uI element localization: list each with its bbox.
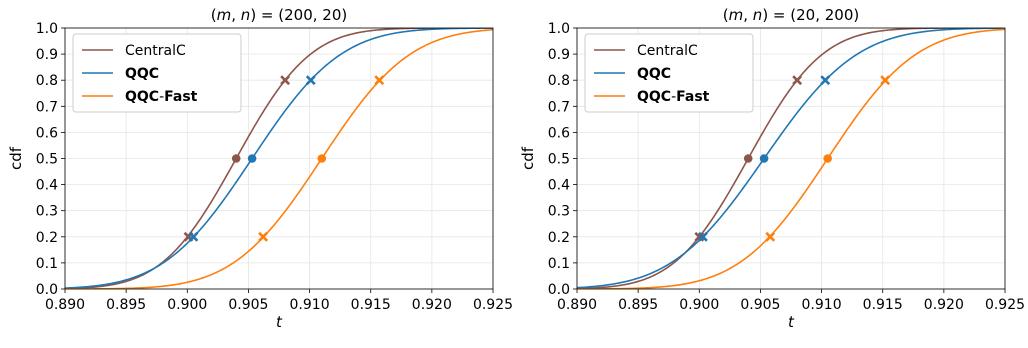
y-tick-label: 0.7 xyxy=(548,99,570,115)
y-tick-label: 0.9 xyxy=(548,47,570,63)
x-tick-label: 0.920 xyxy=(412,297,452,313)
legend-label-qqc-fast: QQC-Fast xyxy=(125,89,198,105)
quantile-marker xyxy=(792,75,803,86)
chart-panel-1: 0.890 0.895 0.900 0.905 0.910 0.915 0.920 0.925… xyxy=(7,6,513,331)
series-line-qqc-fast xyxy=(65,28,493,289)
y-tick-label: 1.0 xyxy=(36,21,58,37)
quantile-marker xyxy=(305,75,316,86)
median-marker xyxy=(759,154,769,163)
series-line-qqc-fast xyxy=(577,28,1005,289)
x-tick-label: 0.900 xyxy=(679,297,719,313)
plot-frame xyxy=(64,27,494,290)
legend-box xyxy=(584,33,754,113)
legend-box xyxy=(72,33,242,113)
x-tick-label: 0.920 xyxy=(924,297,964,313)
y-tick-label: 0.7 xyxy=(36,99,58,115)
x-tick-label: 0.915 xyxy=(351,297,391,313)
y-tick-label: 0.4 xyxy=(36,178,58,194)
y-tick-label: 0.8 xyxy=(36,73,58,89)
y-tick-label: 0.2 xyxy=(36,230,58,246)
x-tick-label: 0.895 xyxy=(618,297,658,313)
x-tick-label: 0.925 xyxy=(985,297,1025,313)
series-line-qqc xyxy=(65,28,493,289)
y-tick-label: 0.9 xyxy=(36,47,58,63)
quantile-marker xyxy=(820,75,831,86)
y-tick-label: 0.5 xyxy=(36,152,58,168)
median-marker xyxy=(231,154,241,163)
x-tick-label: 0.905 xyxy=(228,297,268,313)
x-tick-label: 0.900 xyxy=(167,297,207,313)
quantile-marker xyxy=(698,231,708,242)
legend-label-qqc: QQC xyxy=(637,66,671,82)
y-tick-label: 0.0 xyxy=(36,282,58,298)
median-marker xyxy=(317,154,327,163)
y-tick-label: 0.1 xyxy=(548,256,570,272)
x-axis-label: t xyxy=(788,313,795,331)
series-line-qqc xyxy=(577,28,1005,289)
x-tick-label: 0.905 xyxy=(740,297,780,313)
legend-label-centralc: CentralC xyxy=(637,43,698,59)
y-tick-label: 0.0 xyxy=(548,282,570,298)
x-tick-label: 0.925 xyxy=(473,297,513,313)
x-axis-label: t xyxy=(276,313,283,331)
legend-label-centralc: CentralC xyxy=(125,43,186,59)
quantile-marker xyxy=(258,231,269,242)
y-axis-label: cdf xyxy=(519,146,537,170)
y-tick-label: 0.4 xyxy=(548,178,570,194)
y-tick-label: 0.6 xyxy=(548,125,570,141)
y-tick-label: 0.6 xyxy=(36,125,58,141)
x-tick-label: 0.915 xyxy=(863,297,903,313)
y-tick-label: 0.2 xyxy=(548,230,570,246)
chart-title: (m, n) = (20, 200) xyxy=(723,6,859,24)
x-tick-label: 0.895 xyxy=(106,297,146,313)
x-tick-label: 0.890 xyxy=(45,297,85,313)
quantile-marker xyxy=(280,75,291,86)
y-tick-label: 0.5 xyxy=(548,152,570,168)
y-tick-label: 0.8 xyxy=(548,73,570,89)
legend-label-qqc-fast: QQC-Fast xyxy=(637,89,710,105)
median-marker xyxy=(247,154,257,163)
y-tick-label: 1.0 xyxy=(548,21,570,37)
y-tick-label: 0.3 xyxy=(36,204,58,220)
y-axis-label: cdf xyxy=(7,146,25,170)
chart-title: (m, n) = (200, 20) xyxy=(211,6,347,24)
median-marker xyxy=(743,154,753,163)
y-tick-label: 0.3 xyxy=(548,204,570,220)
x-tick-label: 0.910 xyxy=(802,297,842,313)
quantile-marker xyxy=(188,231,199,242)
quantile-marker xyxy=(765,231,776,242)
y-tick-label: 0.1 xyxy=(36,256,58,272)
plot-frame xyxy=(576,27,1006,290)
quantile-marker xyxy=(374,75,385,86)
quantile-marker xyxy=(880,75,891,86)
median-marker xyxy=(823,154,832,163)
legend-label-qqc: QQC xyxy=(125,66,159,82)
x-tick-label: 0.910 xyxy=(290,297,330,313)
chart-panel-2: 0.890 0.895 0.900 0.905 0.910 0.915 0.920 0.925… xyxy=(519,6,1025,331)
x-tick-label: 0.890 xyxy=(557,297,597,313)
